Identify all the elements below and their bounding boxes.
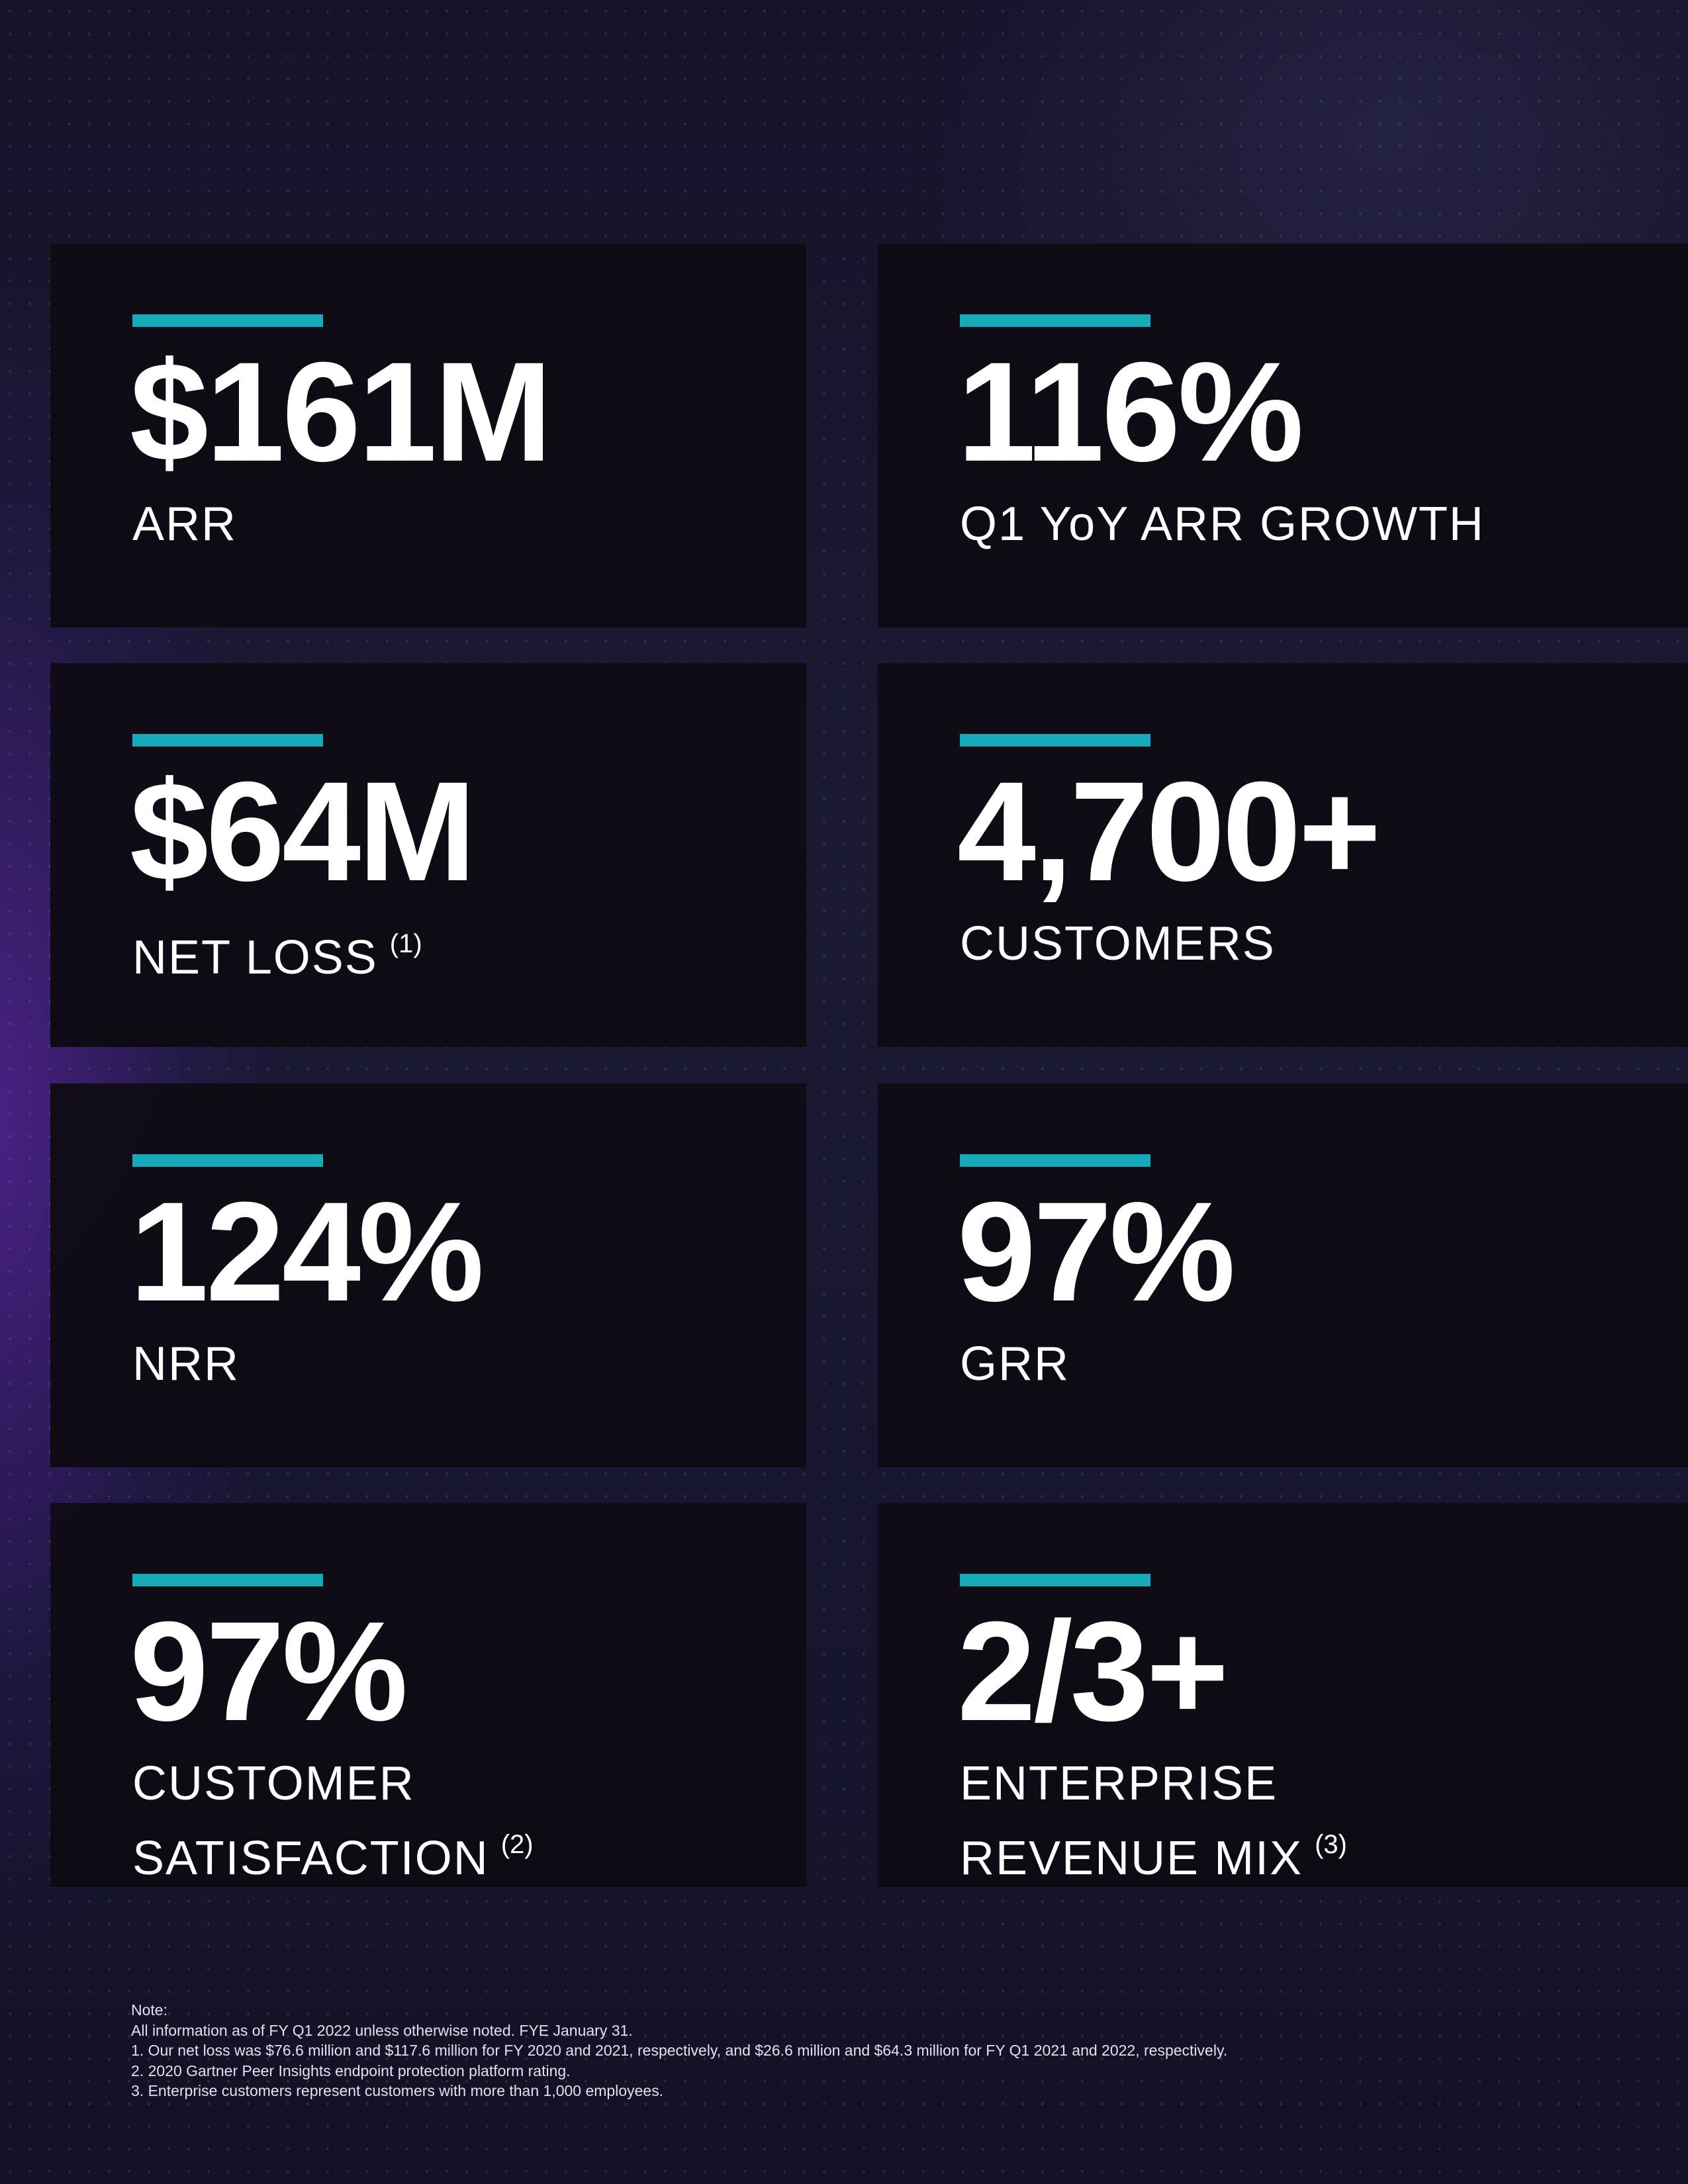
footnote-item: 3. Enterprise customers represent custom…: [131, 2082, 664, 2099]
footnote-marker: (2): [500, 1830, 534, 1859]
footnote-item: 2. 2020 Gartner Peer Insights endpoint p…: [131, 2062, 571, 2079]
metric-label-line: CUSTOMERS: [960, 917, 1276, 970]
metric-value: 124%: [130, 1173, 484, 1331]
metric-label-line: CUSTOMER: [132, 1757, 415, 1810]
accent-bar: [960, 314, 1150, 327]
metric-label-line: ENTERPRISE: [960, 1757, 1278, 1810]
metric-label-text: REVENUE MIX: [960, 1832, 1303, 1885]
accent-bar: [132, 1574, 323, 1586]
footnotes-heading: Note:: [131, 2001, 167, 2019]
accent-bar: [132, 314, 323, 327]
metric-label-line: REVENUE MIX (3): [960, 1814, 1347, 1889]
footnote-item: 1. Our net loss was $76.6 million and $1…: [131, 2042, 1228, 2059]
metric-label: Q1 YoY ARR GROWTH: [960, 494, 1485, 555]
metric-label: CUSTOMERS: [960, 913, 1276, 974]
metric-label-line: ARR: [132, 498, 238, 551]
metric-value: 2/3+: [957, 1592, 1229, 1751]
accent-bar: [960, 1154, 1150, 1167]
metric-label: GRR: [960, 1334, 1070, 1394]
footnotes: Note: All information as of FY Q1 2022 u…: [131, 2000, 1227, 2101]
metric-label: NET LOSS (1): [132, 913, 422, 988]
metric-card-arr: $161M ARR: [50, 244, 806, 627]
metric-value: 97%: [957, 1173, 1235, 1331]
accent-bar: [960, 1574, 1150, 1586]
metric-label-line: NRR: [132, 1338, 240, 1390]
metric-label: ARR: [132, 494, 237, 555]
metric-card-net-loss: $64M NET LOSS (1): [50, 663, 806, 1047]
metric-card-customers: 4,700+ CUSTOMERS: [878, 663, 1688, 1047]
footnotes-general: All information as of FY Q1 2022 unless …: [131, 2021, 633, 2039]
metric-value: $64M: [130, 752, 476, 911]
metric-label-line: NET LOSS (1): [132, 913, 422, 988]
metric-value: 4,700+: [957, 752, 1381, 911]
metric-label-text: SATISFACTION: [132, 1832, 489, 1885]
accent-bar: [132, 734, 323, 747]
accent-bar: [960, 734, 1150, 747]
metric-label-line: Q1 YoY ARR GROWTH: [960, 498, 1485, 551]
metric-card-customer-satisfaction: 97% CUSTOMER SATISFACTION (2): [50, 1503, 806, 1887]
metric-label-line: SATISFACTION (2): [132, 1814, 534, 1889]
metric-label: CUSTOMER SATISFACTION (2): [132, 1753, 534, 1889]
metric-value: $161M: [130, 333, 552, 491]
metric-label-text: NET LOSS: [132, 931, 378, 984]
metric-value: 97%: [130, 1592, 408, 1751]
metric-label: NRR: [132, 1334, 240, 1394]
metric-card-nrr: 124% NRR: [50, 1083, 806, 1467]
metric-label-line: GRR: [960, 1338, 1070, 1390]
metric-value: 116%: [957, 333, 1304, 491]
metric-label: ENTERPRISE REVENUE MIX (3): [960, 1753, 1347, 1889]
footnote-marker: (1): [389, 929, 422, 958]
footnote-marker: (3): [1315, 1830, 1347, 1859]
metric-card-grr: 97% GRR: [878, 1083, 1688, 1467]
metric-card-arr-growth: 116% Q1 YoY ARR GROWTH: [878, 244, 1688, 627]
accent-bar: [132, 1154, 323, 1167]
metric-card-enterprise-revenue-mix: 2/3+ ENTERPRISE REVENUE MIX (3): [878, 1503, 1688, 1887]
